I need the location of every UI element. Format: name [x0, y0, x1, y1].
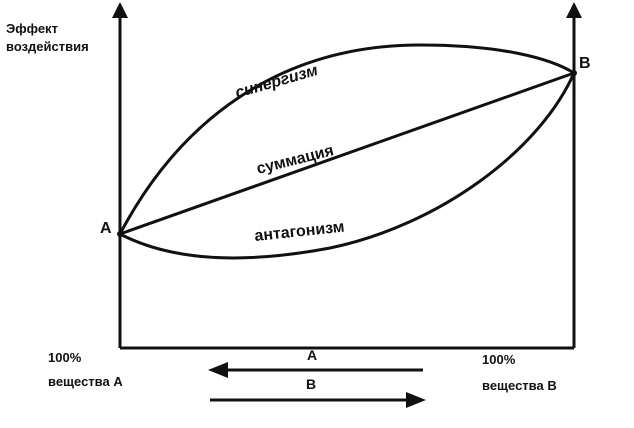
- right-axis-arrowhead: [566, 2, 582, 18]
- y-axis-label-line1: Эффект: [6, 21, 58, 36]
- arrow-right-head: [406, 392, 426, 408]
- left-substance-label: вещества А: [48, 374, 123, 389]
- point-b-label: B: [579, 55, 591, 72]
- point-a-marker: [117, 231, 123, 237]
- left-percent-label: 100%: [48, 350, 82, 365]
- arrow-left-label: A: [307, 347, 317, 363]
- left-axis: [112, 2, 128, 348]
- arrow-left-head: [208, 362, 228, 378]
- right-axis: [566, 2, 582, 348]
- arrow-left: [208, 362, 423, 378]
- arrow-right-label: B: [306, 376, 316, 392]
- antagonism-curve: [119, 72, 576, 260]
- synergy-curve: [118, 43, 575, 235]
- y-axis-label-line2: воздействия: [6, 39, 89, 54]
- point-a-label: A: [100, 220, 112, 237]
- antagonism-label: антагонизм: [254, 219, 346, 245]
- arrow-right: [210, 392, 426, 408]
- right-substance-label: вещества В: [482, 378, 557, 393]
- left-axis-arrowhead: [112, 2, 128, 18]
- synergy-label: синергизм: [233, 62, 320, 102]
- summation-line: [119, 71, 575, 236]
- point-b-marker: [571, 70, 577, 76]
- right-percent-label: 100%: [482, 352, 516, 367]
